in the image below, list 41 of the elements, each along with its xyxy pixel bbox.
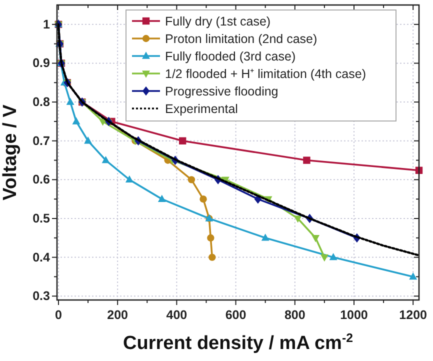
point [178,137,186,144]
point [200,195,207,203]
point [207,234,214,242]
y-tick-label: 0.8 [32,95,50,110]
y-tick-label: 0.4 [32,250,50,264]
point [294,216,302,223]
y-tick-label: 0.6 [32,172,50,187]
point [312,235,320,242]
point [188,176,196,184]
point [329,252,338,260]
x-tick-label: 600 [225,308,246,322]
point [261,234,270,241]
x-tick-label: 1200 [399,308,428,322]
legend-label: Progressive flooding [165,84,278,98]
y-tick-label: 0.3 [32,289,50,304]
y-tick-label: 1 [43,17,50,32]
x-tick-label: 800 [284,308,306,322]
point [320,254,328,262]
point [409,272,418,280]
x-axis-title: Current density / mA cm$^{-2}$ [123,331,354,354]
legend-label: 1/2 flooded + H⁺ limitation (4th case) [165,67,366,81]
legend-label: Fully dry (1st case) [165,14,271,28]
y-axis-title: Voltage / V [0,104,21,200]
legend-label: Fully flooded (3rd case) [165,50,296,64]
point [158,194,166,202]
y-tick-label: 0.9 [32,56,50,70]
legend-label: Proton limitation (2nd case) [165,32,318,46]
point [84,136,92,144]
point [72,117,80,124]
legend-label: Experimental [165,102,238,116]
x-tick-label: 1000 [340,308,368,322]
point [125,175,134,183]
x-tick-label: 200 [107,308,128,322]
y-tick-label: 0.5 [32,211,50,226]
x-tick-label: 0 [55,308,62,322]
point [208,254,216,261]
x-tick-label: 400 [166,308,188,322]
point [102,156,110,164]
point [303,156,310,164]
y-tick-label: 0.7 [32,134,50,148]
point [66,98,74,105]
